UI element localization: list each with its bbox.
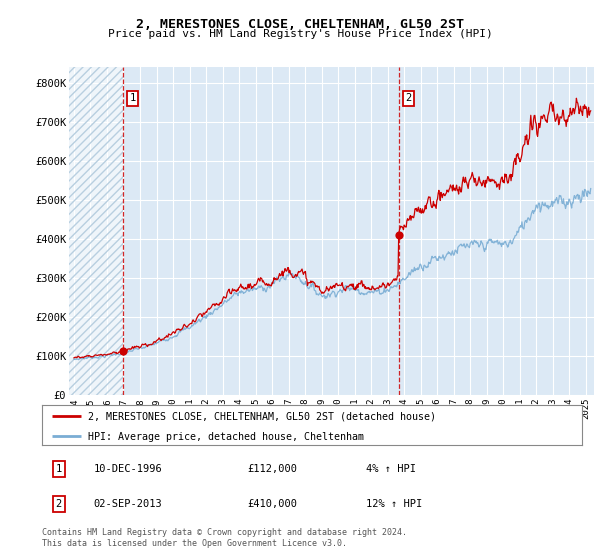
Text: 10-DEC-1996: 10-DEC-1996 — [94, 464, 162, 474]
Text: HPI: Average price, detached house, Cheltenham: HPI: Average price, detached house, Chel… — [88, 432, 364, 442]
Text: 2: 2 — [405, 94, 412, 104]
Bar — [69, 67, 122, 395]
Point — [394, 230, 403, 239]
Text: 02-SEP-2013: 02-SEP-2013 — [94, 500, 162, 510]
Text: 4% ↑ HPI: 4% ↑ HPI — [366, 464, 416, 474]
Text: 1: 1 — [129, 94, 136, 104]
Text: £112,000: £112,000 — [247, 464, 297, 474]
Text: 2, MERESTONES CLOSE, CHELTENHAM, GL50 2ST (detached house): 2, MERESTONES CLOSE, CHELTENHAM, GL50 2S… — [88, 412, 436, 422]
Text: 12% ↑ HPI: 12% ↑ HPI — [366, 500, 422, 510]
Text: 2: 2 — [56, 500, 62, 510]
Text: 1: 1 — [56, 464, 62, 474]
Point — [118, 347, 127, 356]
Text: Price paid vs. HM Land Registry's House Price Index (HPI): Price paid vs. HM Land Registry's House … — [107, 29, 493, 39]
Text: £410,000: £410,000 — [247, 500, 297, 510]
Bar — [69, 67, 122, 395]
Text: Contains HM Land Registry data © Crown copyright and database right 2024.
This d: Contains HM Land Registry data © Crown c… — [42, 528, 407, 548]
Text: 2, MERESTONES CLOSE, CHELTENHAM, GL50 2ST: 2, MERESTONES CLOSE, CHELTENHAM, GL50 2S… — [136, 18, 464, 31]
